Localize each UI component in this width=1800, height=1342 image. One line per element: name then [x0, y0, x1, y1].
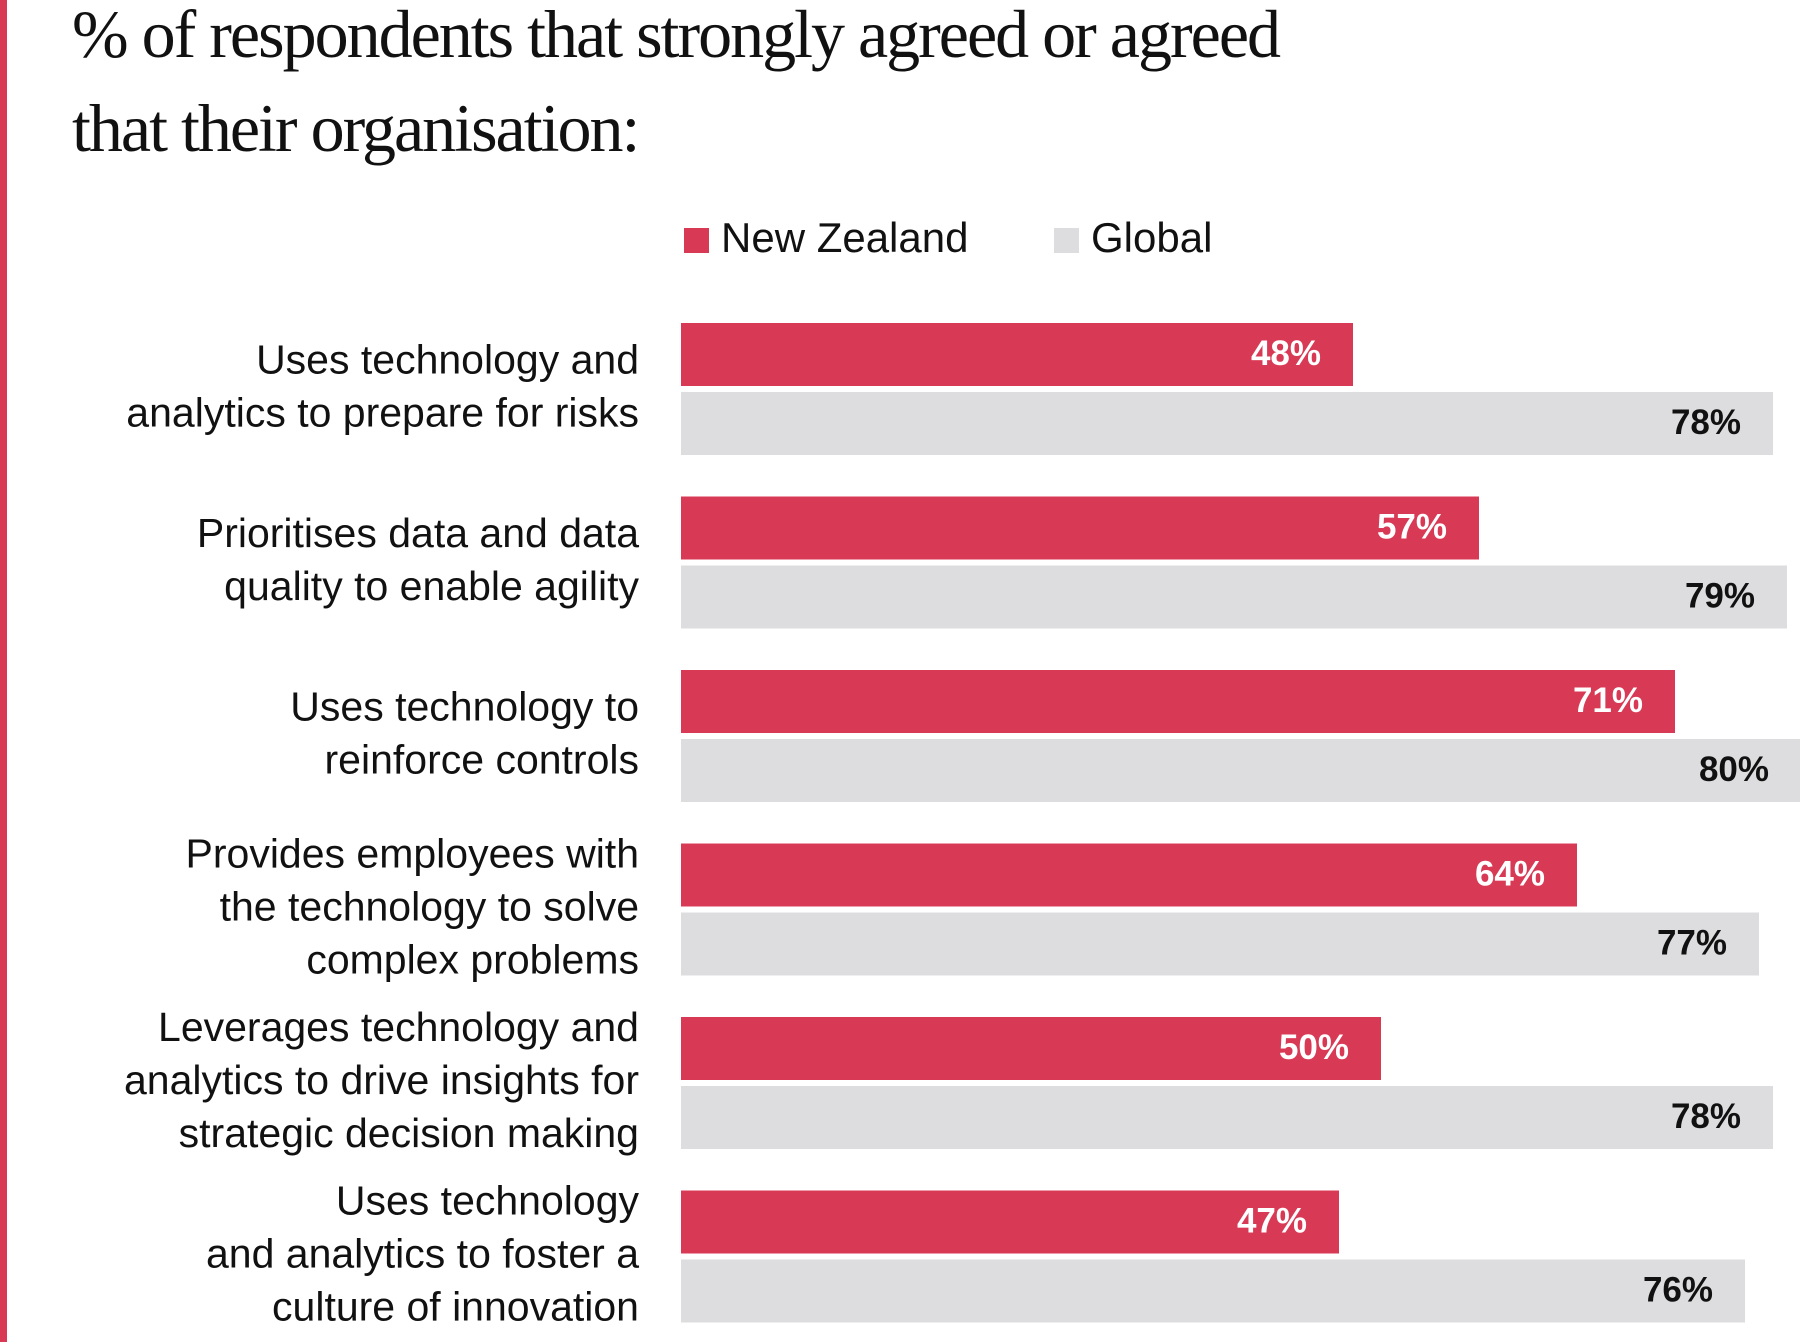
value-label: 64%: [1475, 854, 1545, 893]
value-label: 76%: [1643, 1270, 1713, 1309]
bar: [681, 496, 1479, 560]
value-label: 78%: [1671, 1097, 1741, 1136]
bar: [681, 392, 1773, 455]
value-label: 50%: [1279, 1028, 1349, 1067]
category-label: Uses technology and analytics to foster a…: [206, 1177, 640, 1329]
category-label: Leverages technology and analytics to dri…: [124, 1004, 639, 1156]
bar: [681, 1017, 1381, 1080]
value-label: 78%: [1671, 403, 1741, 442]
value-label: 48%: [1251, 334, 1321, 373]
accent-stripe: [0, 0, 7, 1342]
bar: [681, 1086, 1773, 1149]
legend-swatch: [1054, 228, 1079, 253]
bar: [681, 670, 1675, 733]
bar: [681, 1259, 1745, 1323]
bar: [681, 565, 1787, 629]
legend-swatch: [684, 228, 709, 253]
category-label: Uses technology to reinforce controls: [290, 683, 639, 782]
value-label: 77%: [1657, 923, 1727, 962]
value-label: 71%: [1573, 681, 1643, 720]
value-label: 57%: [1377, 507, 1447, 546]
chart-title: % of respondents that strongly agreed or…: [72, 0, 1281, 166]
bar: [681, 843, 1577, 907]
legend-label: Global: [1091, 214, 1212, 261]
category-label: Provides employees with the technology to…: [186, 830, 639, 982]
category-label: Prioritises data and data quality to enab…: [197, 510, 640, 609]
legend-label: New Zealand: [721, 214, 968, 261]
value-label: 79%: [1685, 576, 1755, 615]
bar: [681, 1190, 1339, 1254]
value-label: 80%: [1699, 750, 1769, 789]
bar: [681, 739, 1800, 802]
bar: [681, 912, 1759, 976]
value-label: 47%: [1237, 1201, 1307, 1240]
bar: [681, 323, 1353, 386]
category-label: Uses technology and analytics to prepare …: [126, 336, 639, 435]
